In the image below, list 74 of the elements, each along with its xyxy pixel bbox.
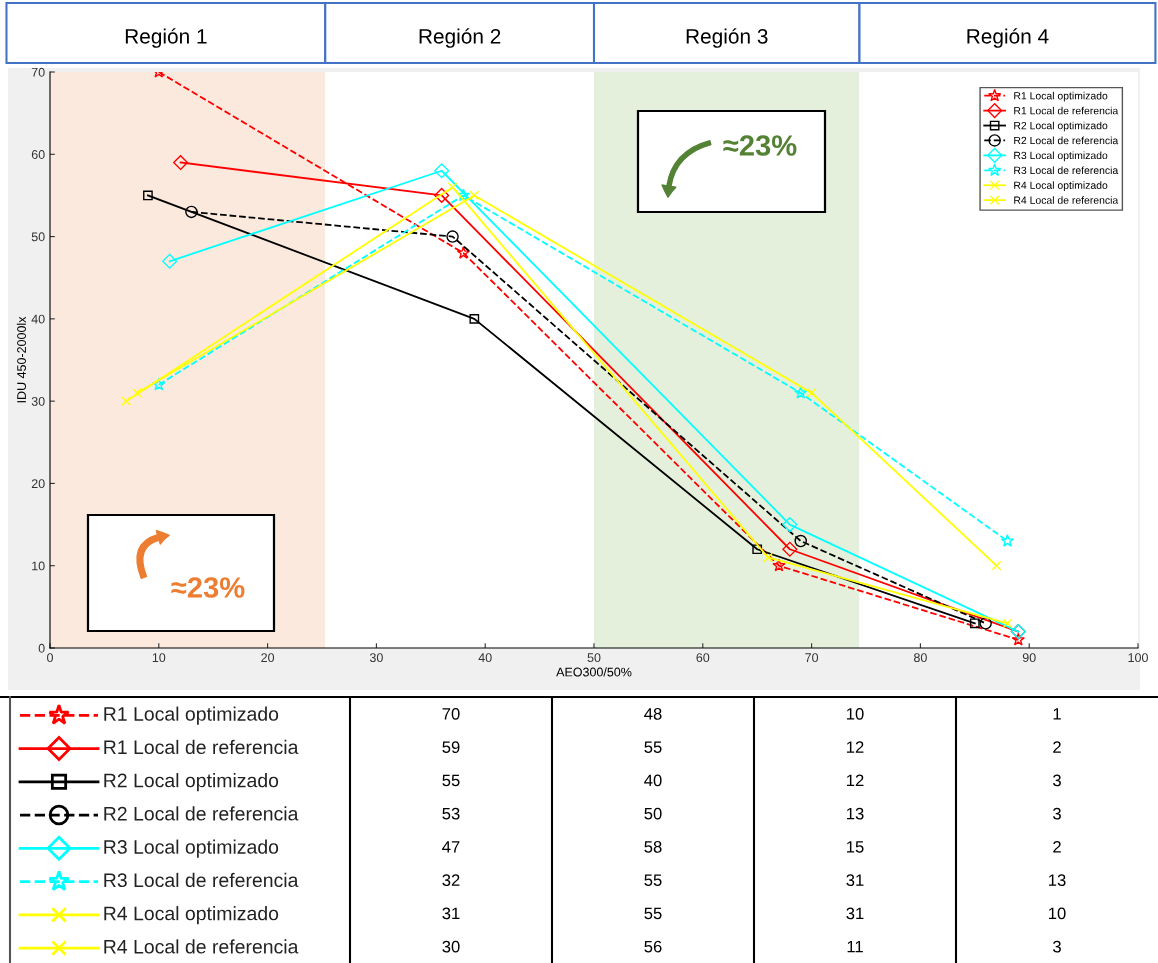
y-tick-label: 30 — [31, 396, 45, 406]
data-label: 59 — [442, 741, 460, 754]
data-label: 31 — [846, 874, 864, 887]
data-label: 55 — [644, 874, 662, 887]
x-tick-label: 60 — [696, 653, 710, 663]
y-tick-label: 0 — [38, 643, 45, 653]
data-label: 12 — [847, 774, 864, 787]
data-label: 55 — [644, 907, 662, 920]
band-label: Región 3 — [686, 28, 768, 48]
data-label: 53 — [442, 807, 460, 820]
y-axis-title: IDU 450-2000lx — [16, 316, 26, 403]
y-tick-label: 60 — [31, 150, 45, 159]
data-label: 12 — [847, 741, 864, 753]
legend-label: R3 Local de referencia — [1014, 166, 1119, 175]
x-tick-label: 10 — [152, 653, 166, 663]
data-label: 3 — [1053, 807, 1061, 820]
data-label: 10 — [1049, 907, 1066, 920]
y-tick-label: R2 Local optimizado — [104, 773, 279, 792]
x-tick-label: 0 — [47, 653, 53, 663]
data-label: 55 — [442, 774, 460, 787]
band-label: Región 2 — [419, 28, 501, 48]
y-tick-label: 40 — [31, 314, 45, 324]
x-tick-label: 50 — [587, 653, 601, 663]
data-label: 3 — [1053, 940, 1061, 953]
y-tick-label: 70 — [31, 67, 45, 77]
data-label: 50 — [644, 807, 662, 820]
data-label: 3 — [1053, 774, 1061, 787]
legend-label: R1 Local de referencia — [1014, 106, 1119, 115]
y-tick-label: R2 Local de referencia — [104, 806, 299, 821]
data-label: 48 — [644, 707, 662, 720]
legend-label: R4 Local de referencia — [1014, 196, 1119, 204]
data-label: 32 — [442, 874, 460, 887]
legend-label: R2 Local optimizado — [1014, 121, 1108, 132]
y-tick-label: 50 — [31, 232, 45, 242]
data-label: 40 — [644, 774, 662, 787]
y-tick-label: R3 Local optimizado — [104, 839, 279, 858]
data-label: 31 — [846, 907, 864, 920]
data-label: 15 — [847, 841, 864, 853]
annotation: ≈23% — [723, 135, 797, 156]
data-label: 56 — [644, 940, 662, 953]
data-label: 2 — [1053, 840, 1061, 853]
data-label: 31 — [442, 907, 460, 920]
x-axis-title: AEO300/50% — [556, 667, 632, 677]
x-tick-label: 100 — [1128, 653, 1148, 663]
data-label: 30 — [442, 940, 460, 953]
y-tick-label: R4 Local optimizado — [104, 906, 279, 925]
data-label: 11 — [847, 940, 863, 953]
x-tick-label: 30 — [369, 653, 383, 663]
x-tick-label: 90 — [1022, 653, 1036, 663]
y-tick-label: 10 — [32, 561, 45, 571]
band-label: Región 4 — [967, 28, 1049, 48]
data-label: 58 — [644, 840, 662, 853]
y-tick-label: R3 Local de referencia — [104, 872, 299, 888]
legend-label: R4 Local optimizado — [1014, 181, 1108, 192]
y-tick-label: R1 Local optimizado — [104, 706, 279, 725]
data-label: 47 — [442, 841, 460, 853]
data-label: 10 — [847, 707, 864, 720]
y-tick-label: R4 Local de referencia — [104, 939, 299, 954]
data-label: 1 — [1053, 708, 1061, 720]
x-tick-label: 80 — [913, 653, 927, 663]
legend-label: R3 Local optimizado — [1014, 151, 1108, 162]
band-label: Región 1 — [125, 28, 207, 48]
data-label: 70 — [442, 707, 460, 720]
legend-label: R1 Local optimizado — [1014, 91, 1108, 102]
y-tick-label: R1 Local de referencia — [104, 739, 299, 755]
data-label: 13 — [1049, 874, 1066, 887]
x-tick-label: 70 — [805, 653, 819, 663]
annotation: ≈23% — [171, 577, 245, 598]
data-label: 55 — [644, 741, 662, 754]
data-label: 13 — [847, 807, 864, 820]
x-tick-label: 40 — [478, 653, 492, 663]
data-label: 2 — [1053, 741, 1061, 753]
legend-label: R2 Local de referencia — [1014, 136, 1119, 145]
y-tick-label: 20 — [31, 479, 45, 489]
